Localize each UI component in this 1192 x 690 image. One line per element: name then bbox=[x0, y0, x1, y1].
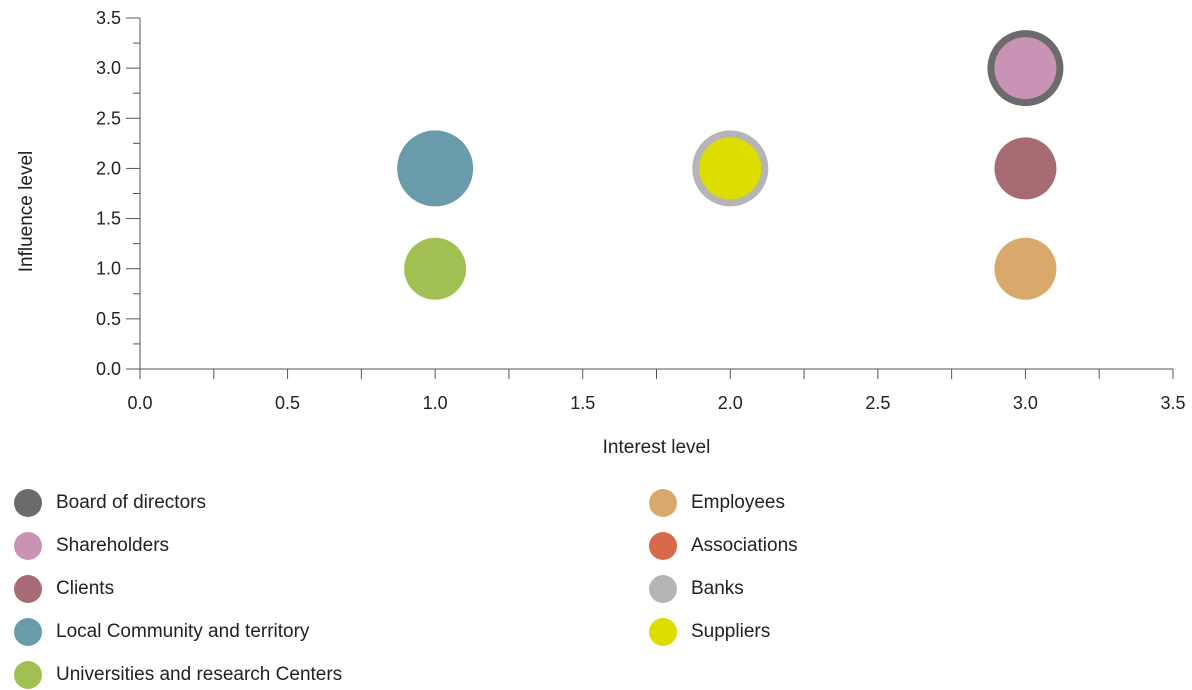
bubble-shareholders bbox=[994, 37, 1057, 100]
legend-label: Shareholders bbox=[56, 535, 170, 556]
legend-label: Universities and research Centers bbox=[56, 664, 343, 685]
plot-svg: 0.0 0.5 1.0 1.5 2.0 2.5 3.0 3.5 0.0 0.5 1.0 1.5 2.0 2… bbox=[16, 8, 1186, 458]
legend-swatch bbox=[14, 618, 42, 646]
legend-item-shareholders: Shareholders bbox=[14, 531, 169, 561]
y-tick-label: 0.5 bbox=[96, 309, 121, 329]
legend-swatch bbox=[14, 661, 42, 689]
legend-swatch bbox=[14, 489, 42, 517]
x-tick-label: 0.0 bbox=[127, 393, 152, 413]
legend-label: Clients bbox=[56, 578, 115, 599]
y-axis-label: Influence level bbox=[16, 151, 37, 272]
legend-swatch bbox=[14, 532, 42, 560]
legend-swatch bbox=[649, 618, 677, 646]
x-tick-label: 2.0 bbox=[718, 393, 743, 413]
bubble-suppliers bbox=[699, 137, 762, 200]
bubble-employees bbox=[994, 237, 1057, 300]
y-tick-label: 1.5 bbox=[96, 209, 121, 229]
legend-label: Board of directors bbox=[56, 492, 206, 513]
legend-label: Local Community and territory bbox=[56, 621, 310, 642]
x-axis-label: Interest level bbox=[603, 437, 711, 458]
legend-item-local-community-and-territory: Local Community and territory bbox=[14, 617, 309, 647]
y-tick-label: 2.0 bbox=[96, 158, 121, 178]
legend-item-associations: Associations bbox=[649, 531, 798, 561]
y-tick-label: 3.0 bbox=[96, 58, 121, 78]
legend-item-clients: Clients bbox=[14, 574, 114, 604]
bubble-clients bbox=[994, 137, 1057, 200]
y-tick-label: 2.5 bbox=[96, 108, 121, 128]
legend-item-employees: Employees bbox=[649, 488, 785, 518]
x-tick-label: 1.0 bbox=[423, 393, 448, 413]
legend-swatch bbox=[649, 532, 677, 560]
legend-item-universities-and-research-centers: Universities and research Centers bbox=[14, 660, 342, 690]
x-tick-label: 3.0 bbox=[1013, 393, 1038, 413]
legend-item-suppliers: Suppliers bbox=[649, 617, 770, 647]
legend-label: Suppliers bbox=[691, 621, 771, 642]
legend-item-board-of-directors: Board of directors bbox=[14, 488, 206, 518]
x-tick-label: 1.5 bbox=[570, 393, 595, 413]
legend-swatch bbox=[649, 575, 677, 603]
bubble-universities-and-research-centers bbox=[404, 237, 467, 300]
chart-legend: Board of directors Shareholders Clients Loc… bbox=[14, 488, 1184, 689]
y-tick-label: 3.5 bbox=[96, 8, 121, 28]
legend-label: Associations bbox=[691, 535, 798, 556]
x-tick-label: 0.5 bbox=[275, 393, 300, 413]
legend-label: Employees bbox=[691, 492, 785, 513]
legend-swatch bbox=[649, 489, 677, 517]
bubble-local-community-and-territory bbox=[397, 130, 474, 207]
x-tick-label: 3.5 bbox=[1160, 393, 1185, 413]
legend-swatch bbox=[14, 575, 42, 603]
legend-label: Banks bbox=[691, 578, 744, 599]
y-tick-label: 1.0 bbox=[96, 259, 121, 279]
legend-item-banks: Banks bbox=[649, 574, 744, 604]
x-tick-label: 2.5 bbox=[865, 393, 890, 413]
y-tick-label: 0.0 bbox=[96, 359, 121, 379]
